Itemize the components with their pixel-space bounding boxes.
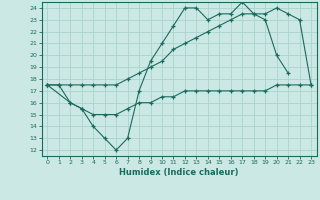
X-axis label: Humidex (Indice chaleur): Humidex (Indice chaleur) xyxy=(119,168,239,177)
